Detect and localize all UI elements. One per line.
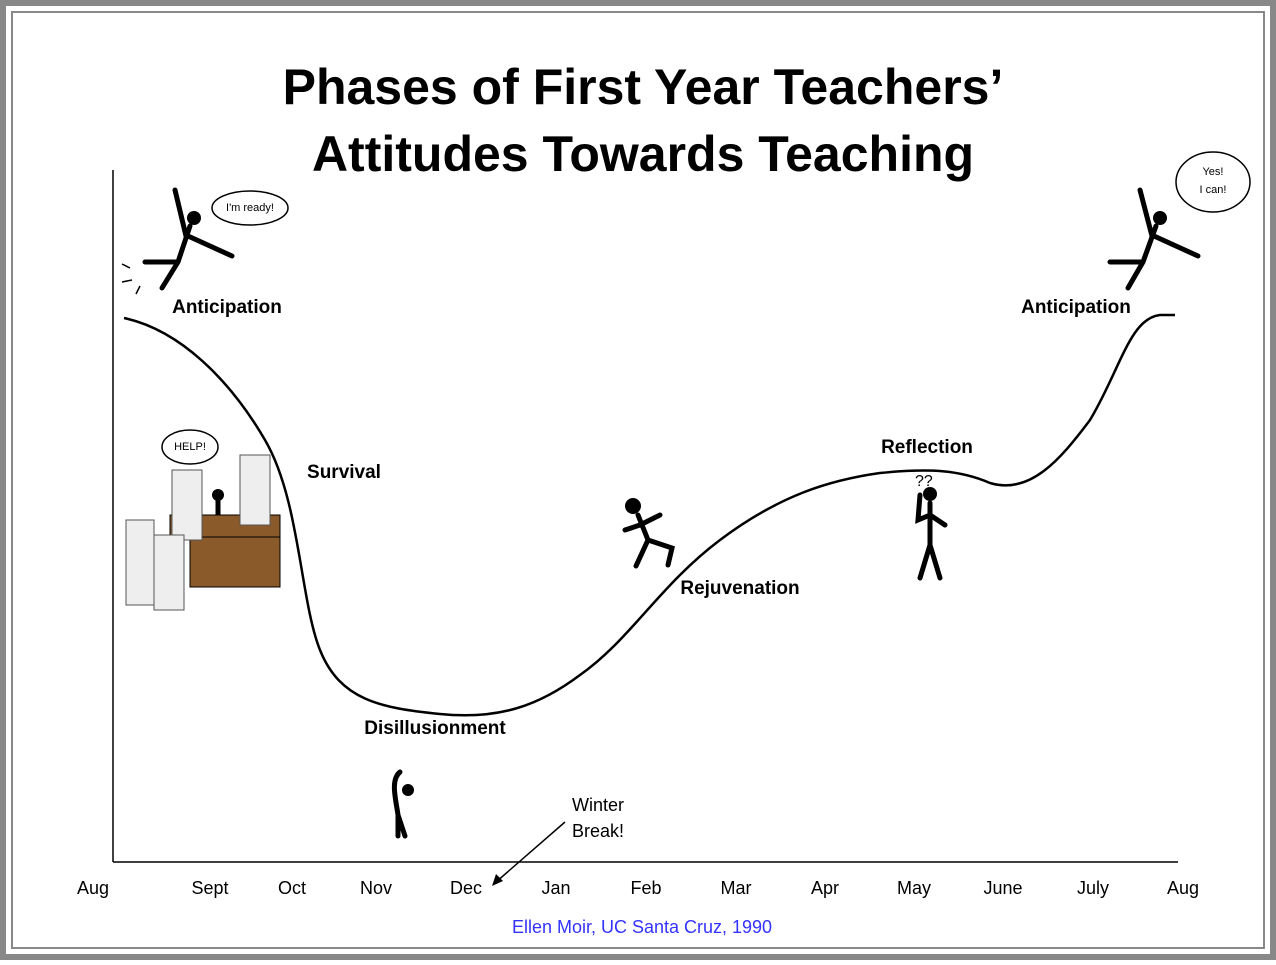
month-label: Aug <box>1167 878 1199 898</box>
phase-label: Reflection <box>881 437 973 458</box>
month-label: Feb <box>630 878 661 898</box>
desk-figure <box>125 454 281 611</box>
arrow-head <box>492 874 503 886</box>
annotation-arrow <box>495 821 566 883</box>
month-label: Dec <box>450 878 482 898</box>
month-label: June <box>983 878 1022 898</box>
phase-label: Disillusionment <box>364 718 506 739</box>
month-label: Mar <box>721 878 752 898</box>
month-label: July <box>1077 878 1109 898</box>
thinking-figure: ?? <box>915 473 948 581</box>
frame-inner <box>11 11 1265 949</box>
credit: Ellen Moir, UC Santa Cruz, 1990 <box>512 917 772 937</box>
month-label: Apr <box>811 878 839 898</box>
speech-bubble <box>1175 151 1251 213</box>
drooping-figure <box>391 769 414 839</box>
bubble-text: I can! <box>1200 184 1227 196</box>
month-label: Aug <box>77 878 109 898</box>
phase-label: Rejuvenation <box>680 578 799 599</box>
bubble-text: HELP! <box>174 441 206 453</box>
annotation: Break! <box>572 821 624 841</box>
title: Attitudes Towards Teaching <box>312 126 974 182</box>
phase-label: Survival <box>307 462 381 483</box>
title: Phases of First Year Teachers’ <box>283 59 1004 115</box>
bubble-text: I'm ready! <box>226 202 274 214</box>
phase-label: Anticipation <box>1021 297 1131 318</box>
phase-label: Anticipation <box>172 297 282 318</box>
month-labels: Aug Sept Oct Nov Dec Jan Feb Mar Apr May… <box>77 878 1199 898</box>
jumping-figure <box>1107 187 1201 291</box>
attitude-curve <box>123 313 1175 717</box>
bubble-text: Yes! <box>1202 166 1223 178</box>
month-label: Nov <box>360 878 392 898</box>
speech-bubble <box>211 190 289 226</box>
jumping-figure <box>121 187 235 295</box>
month-label: Sept <box>191 878 228 898</box>
month-label: Oct <box>278 878 306 898</box>
month-label: Jan <box>541 878 570 898</box>
month-label: May <box>897 878 931 898</box>
running-figure <box>622 498 675 569</box>
annotation: Winter <box>572 795 624 815</box>
speech-bubble <box>161 429 219 465</box>
svg-text:??: ?? <box>915 473 933 490</box>
